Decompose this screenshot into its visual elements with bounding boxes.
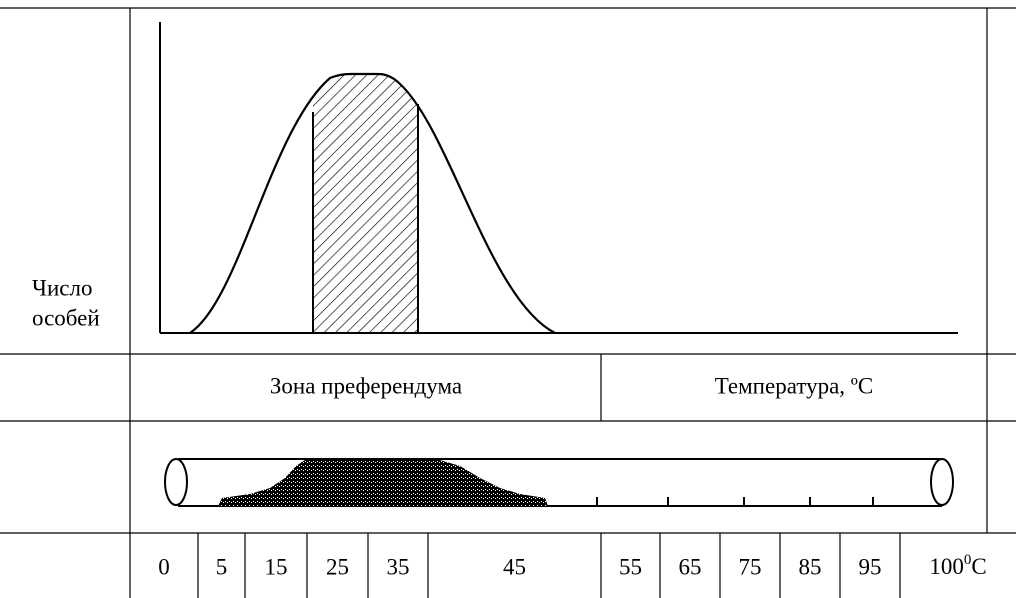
scale-unit: C — [971, 554, 986, 579]
diagram: Число особей Зона преферендума Температу… — [0, 0, 1016, 598]
axis-label: особей — [32, 305, 100, 330]
scale-value: 25 — [326, 554, 349, 579]
scale-number: 100 — [929, 554, 964, 579]
scale-value: 95 — [859, 554, 882, 579]
scale-value: 75 — [739, 554, 762, 579]
scale-value: 1000C — [929, 552, 986, 579]
scale-value: 35 — [387, 554, 410, 579]
tube — [165, 459, 953, 506]
scale-value: 0 — [158, 554, 170, 579]
scale-superscript: 0 — [964, 552, 972, 568]
preferendum-label: Зона преферендума — [270, 373, 462, 398]
axis-label: Число — [32, 275, 92, 300]
temperature-label: Температура, ºC — [715, 373, 874, 398]
scale-row: 0 5 15 25 35 45 55 65 75 85 95 — [158, 554, 881, 579]
table-lines — [0, 8, 1016, 598]
scale-value: 65 — [679, 554, 702, 579]
scale-value: 15 — [265, 554, 288, 579]
scale-value: 85 — [799, 554, 822, 579]
scale-value: 55 — [619, 554, 642, 579]
scale-value: 5 — [216, 554, 228, 579]
graph — [160, 22, 958, 333]
scale-value: 45 — [503, 554, 526, 579]
